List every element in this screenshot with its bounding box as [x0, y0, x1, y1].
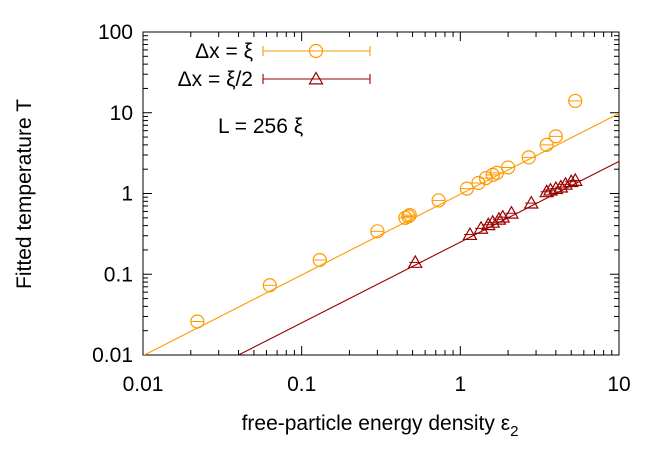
data-point-series-1-shape [262, 278, 277, 293]
data-point-series-1-shape [459, 181, 475, 196]
data-point-series-2-shape [553, 179, 569, 193]
fit-line-series-1 [143, 112, 619, 355]
data-point-series-1-shape [539, 137, 554, 152]
data-point-series-2-shape [557, 176, 574, 190]
x-tick-label: 10 [607, 373, 630, 396]
data-point-series-1-shape [312, 252, 327, 268]
data-point-series-1 [402, 208, 417, 223]
legend-marker-series-2 [308, 71, 324, 85]
data-point-series-2-shape [542, 182, 559, 196]
fit-lines [143, 112, 619, 355]
data-point-series-1 [500, 160, 516, 175]
data-point-series-2 [503, 205, 519, 219]
data-point-series-2-shape [407, 254, 423, 268]
data-point-series-1 [312, 252, 327, 268]
data-point-series-1 [539, 137, 554, 152]
data-point-series-1 [401, 209, 416, 224]
data-point-series-1-shape [402, 208, 417, 223]
data-point-series-1 [548, 129, 563, 144]
legend-marker-series-1 [308, 43, 324, 59]
data-point-series-1-shape [190, 314, 205, 329]
data-point-series-1-shape [500, 160, 516, 175]
y-tick-label: 0.01 [92, 344, 133, 367]
data-point-series-1 [489, 165, 504, 180]
data-point-series-1-shape [548, 129, 563, 144]
x-tick-label: 0.01 [123, 373, 164, 396]
data-point-series-2 [462, 226, 478, 241]
y-axis-label: Fitted temperature T [13, 99, 36, 289]
data-point-series-1 [568, 93, 583, 109]
y-tick-label: 100 [98, 21, 133, 44]
y-tick-label: 0.1 [104, 263, 133, 286]
data-point-series-2-shape [539, 184, 555, 198]
data-point-series-2 [491, 211, 507, 225]
data-point-series-1-shape [431, 193, 446, 208]
legend-label-series-1: Δx = ξ [195, 40, 253, 63]
legend-marker-series-2-shape [308, 71, 324, 85]
annotation-system-size: L = 256 ξ [218, 115, 303, 138]
axis-ticks: 0.01 0.1 1 10 0.01 0.1 1 10 100 [92, 21, 631, 396]
data-point-series-1 [190, 314, 205, 329]
data-point-series-1 [521, 150, 536, 165]
data-point-series-1 [262, 278, 277, 293]
x-tick-label: 1 [454, 373, 466, 396]
legend: Δx = ξ Δx = ξ/2 [178, 40, 371, 91]
x-axis-label: free-particle energy density ε2 [242, 412, 519, 440]
data-point-series-1 [431, 193, 446, 208]
data-point-series-1 [459, 181, 475, 196]
data-point-series-2-shape [473, 220, 489, 234]
x-axis-label-subscript: 2 [510, 423, 518, 440]
legend-marker-series-1-shape [308, 43, 324, 59]
data-point-series-1-shape [521, 150, 536, 165]
data-point-series-2 [523, 195, 539, 209]
data-point-series-1-shape [401, 209, 416, 224]
data-point-series-2 [542, 182, 559, 196]
data-points [190, 93, 583, 329]
data-point-series-2 [567, 172, 583, 186]
data-point-series-1-shape [370, 224, 385, 239]
data-point-series-1-shape [489, 165, 504, 180]
data-point-series-2-shape [567, 172, 583, 186]
data-point-series-1-shape [568, 93, 583, 109]
data-point-series-1 [370, 224, 385, 239]
data-point-series-2-shape [480, 217, 496, 231]
y-tick-label: 1 [121, 183, 133, 206]
data-point-series-2-shape [523, 195, 539, 209]
legend-label-series-2: Δx = ξ/2 [178, 68, 253, 91]
y-tick-label: 10 [110, 102, 133, 125]
data-point-series-2-shape [503, 205, 519, 219]
data-point-series-2 [473, 220, 489, 234]
x-tick-label: 0.1 [287, 373, 316, 396]
data-point-series-2 [407, 254, 423, 268]
data-point-series-2-shape [462, 226, 478, 241]
fit-line-series-2 [238, 160, 619, 355]
data-point-series-1-shape [471, 175, 486, 191]
data-point-series-2-shape [491, 211, 507, 225]
